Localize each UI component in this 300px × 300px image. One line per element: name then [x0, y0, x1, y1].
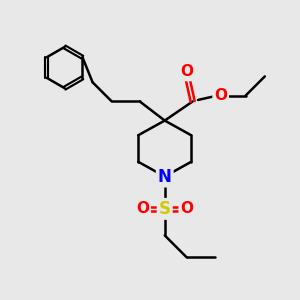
Text: O: O — [136, 201, 149, 216]
Text: O: O — [214, 88, 227, 103]
Text: O: O — [180, 64, 193, 80]
Text: O: O — [180, 201, 193, 216]
Text: N: N — [158, 167, 172, 185]
Text: S: S — [159, 200, 171, 218]
